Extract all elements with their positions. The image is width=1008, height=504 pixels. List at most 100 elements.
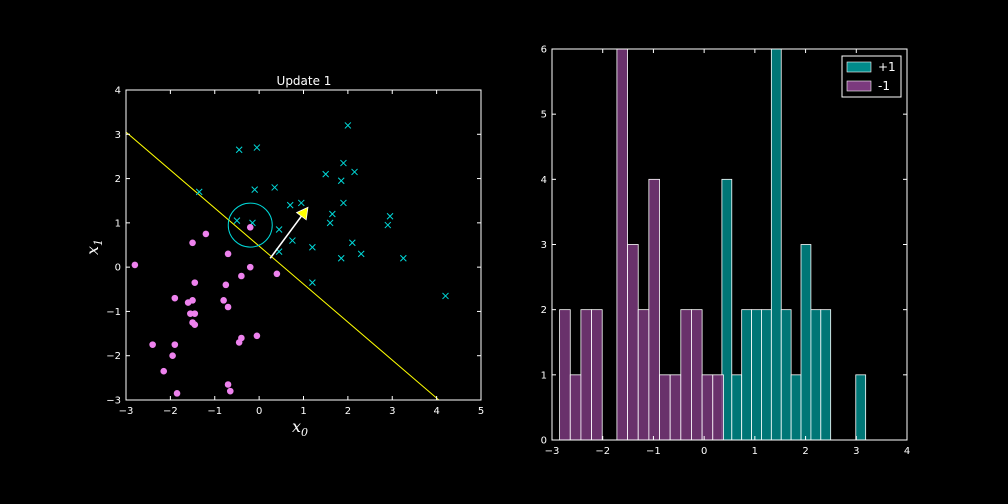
- positive-point: [275, 226, 283, 233]
- scatter-xlabel: x0: [292, 417, 308, 439]
- histogram-ytick-label: 4: [541, 175, 547, 186]
- scatter-xtick-label: 2: [345, 406, 351, 417]
- scatter-ytick-label: 2: [115, 174, 121, 185]
- histogram-xtick-label: −2: [595, 446, 610, 457]
- positive-point: [235, 146, 243, 154]
- histogram-ytick-label: 1: [541, 370, 547, 381]
- highlight-circle: [227, 202, 273, 248]
- positive-point: [442, 292, 449, 300]
- positive-point: [337, 254, 345, 262]
- histogram-bar-plus1: [800, 244, 812, 441]
- histogram-bar-minus1: [637, 309, 650, 441]
- scatter-ylabel: x1: [83, 239, 105, 255]
- histogram-bar-minus1: [627, 244, 639, 441]
- negative-point: [189, 297, 196, 304]
- histogram-bar-plus1: [741, 309, 752, 441]
- scatter-title: Update 1: [277, 74, 332, 88]
- positive-point: [289, 237, 296, 244]
- negative-point: [191, 321, 199, 329]
- positive-point: [251, 186, 259, 193]
- histogram-marks: [559, 48, 867, 441]
- negative-point: [273, 270, 281, 278]
- negative-point: [160, 367, 168, 375]
- scatter-frame: [125, 89, 482, 401]
- histogram-ytick-label: 2: [541, 305, 547, 316]
- histogram-xtick-label: 1: [752, 446, 758, 457]
- negative-point: [149, 341, 156, 348]
- histogram-bar-plus1: [731, 374, 743, 441]
- histogram-xtick-label: 2: [802, 446, 808, 457]
- histogram-bar-plus1: [780, 309, 792, 441]
- scatter-ytick-label: 1: [115, 218, 121, 229]
- scatter-xtick-label: 5: [478, 406, 484, 417]
- histogram-bar-plus1: [790, 374, 802, 441]
- negative-point: [191, 279, 199, 286]
- scatter-xtick-label: −1: [207, 406, 222, 417]
- scatter-ticks: −3 −2 −1 0 1 2 3 4 5 −3 −2 −1 0 1 2 3 4: [106, 86, 484, 418]
- negative-point: [131, 261, 139, 269]
- scatter-xtick-label: 4: [433, 406, 439, 417]
- histogram-bar-minus1: [591, 309, 603, 441]
- histogram-ticks: −3 −2 −1 0 1 2 3 4 0 1 2 3 4 5 6: [541, 45, 911, 458]
- scatter-ytick-label: 0: [115, 263, 121, 274]
- positive-point: [286, 201, 294, 209]
- scatter-xtick-label: −2: [163, 406, 178, 417]
- histogram-ytick-label: 0: [541, 436, 547, 447]
- scatter-xtick-label: 1: [300, 406, 306, 417]
- histogram-bar-minus1: [616, 48, 628, 441]
- histogram-bar-minus1: [701, 374, 714, 441]
- histogram-ytick-label: 5: [541, 110, 547, 121]
- legend-swatch-minus1: [846, 80, 872, 92]
- histogram-ytick-label: 6: [541, 45, 547, 56]
- legend-label-minus1: -1: [878, 79, 890, 93]
- scatter-xtick-label: 0: [256, 406, 262, 417]
- positive-point: [309, 243, 316, 251]
- legend-swatch-plus1: [846, 61, 872, 73]
- positive-point: [326, 219, 334, 227]
- negative-point: [202, 230, 210, 238]
- histogram-bar-plus1: [761, 309, 772, 441]
- scatter-xtick-label: −3: [119, 406, 134, 417]
- histogram-xtick-label: 4: [904, 446, 910, 457]
- weight-arrow-shaft: [269, 215, 303, 259]
- histogram-bar-minus1: [569, 374, 582, 441]
- histogram-panel: −3 −2 −1 0 1 2 3 4 0 1 2 3 4 5 6 +1 -1: [541, 45, 911, 458]
- histogram-xtick-label: 0: [701, 446, 707, 457]
- negative-point: [173, 390, 181, 397]
- positive-point: [328, 210, 336, 218]
- positive-point: [340, 159, 347, 167]
- histogram-ytick-label: 3: [541, 240, 547, 251]
- histogram-bar-minus1: [580, 309, 592, 441]
- positive-point: [386, 212, 394, 220]
- positive-point: [322, 170, 330, 178]
- positive-point: [253, 144, 261, 151]
- negative-point: [246, 263, 254, 271]
- histogram-bar-minus1: [680, 309, 692, 441]
- histogram-bar-minus1: [691, 309, 703, 441]
- histogram-bar-minus1: [712, 374, 724, 441]
- histogram-bar-plus1: [770, 48, 782, 441]
- scatter-panel: Update 1 −3 −2 −1 0 1 2 3 4 5 −3 −2 −1 0 1 2 3 4 x0 x1: [83, 74, 484, 439]
- scatter-ytick-label: −3: [106, 396, 121, 407]
- negative-point: [224, 250, 232, 258]
- positive-point: [357, 250, 365, 258]
- negative-point: [253, 332, 261, 340]
- histogram-bar-plus1: [820, 309, 832, 441]
- histogram-bar-minus1: [559, 309, 571, 441]
- negative-point: [222, 281, 230, 289]
- scatter-ytick-label: −2: [106, 351, 121, 362]
- negative-point: [189, 239, 196, 247]
- scatter-xtick-label: 3: [389, 406, 395, 417]
- histogram-xtick-label: −1: [646, 446, 661, 457]
- negative-point: [220, 297, 227, 304]
- histogram-xtick-label: 3: [853, 446, 859, 457]
- histogram-xtick-label: −3: [545, 446, 560, 457]
- negative-point: [238, 272, 245, 280]
- negative-point: [224, 381, 232, 388]
- histogram-legend: +1 -1: [841, 55, 902, 98]
- histogram-bar-minus1: [669, 374, 682, 441]
- scatter-ytick-label: 3: [115, 130, 121, 141]
- negative-point: [171, 341, 179, 348]
- positive-point: [271, 184, 279, 191]
